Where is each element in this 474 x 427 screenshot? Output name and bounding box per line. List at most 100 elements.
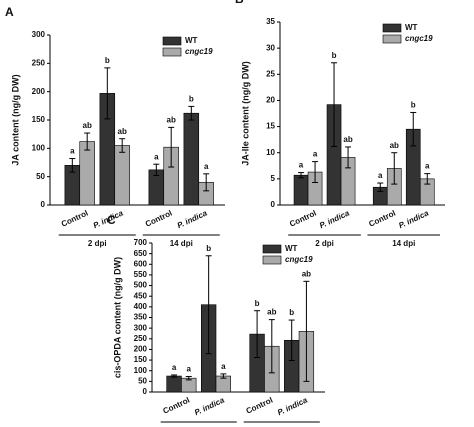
x-tick-label: P. indica [193, 395, 226, 417]
error-bar [119, 138, 126, 153]
y-tick-label: 0 [143, 387, 148, 396]
error-bar [268, 319, 275, 374]
error-bar [205, 255, 212, 355]
legend-swatch [382, 23, 402, 33]
significance-label: a [204, 162, 209, 171]
significance-label: b [105, 56, 110, 65]
y-tick-label: 0 [41, 200, 46, 209]
error-bar [168, 126, 175, 168]
significance-label: b [332, 51, 337, 60]
legend-swatch [162, 47, 182, 57]
error-bar [84, 132, 91, 151]
legend-label: cngc19 [185, 47, 213, 56]
y-tick-label: 200 [32, 87, 46, 96]
panel-letter: C [107, 213, 116, 227]
significance-label: a [425, 162, 430, 171]
panel-letter: A [5, 5, 14, 19]
significance-label: a [187, 365, 192, 374]
y-tick-label: 250 [134, 334, 148, 343]
y-tick-label: 100 [32, 143, 46, 152]
x-tick-label: P. indica [276, 395, 309, 417]
significance-label: a [154, 152, 159, 161]
error-bar [312, 161, 319, 184]
significance-label: a [299, 161, 304, 170]
error-bar [410, 111, 417, 147]
y-tick-label: 0 [271, 200, 276, 209]
y-axis-label: cis-OPDA content (ng/g DW) [112, 257, 122, 378]
error-bar [188, 105, 195, 121]
x-tick-label: P. indica [397, 208, 430, 230]
error-bar [298, 172, 305, 179]
bar [293, 174, 309, 206]
error-bar [185, 375, 192, 381]
group-label: 2 dpi [315, 239, 334, 248]
x-tick-label: Control [367, 209, 397, 229]
x-tick-label: Control [60, 209, 90, 229]
legend-label: cngc19 [405, 34, 433, 43]
significance-label: b [189, 95, 194, 104]
y-tick-label: 5 [271, 174, 276, 183]
bar [114, 145, 130, 206]
y-tick-label: 100 [134, 366, 148, 375]
significance-label: b [255, 299, 260, 308]
error-bar [220, 373, 227, 379]
y-tick-label: 650 [134, 249, 148, 258]
group-label: 2 dpi [88, 239, 107, 248]
y-tick-label: 300 [134, 323, 148, 332]
y-tick-label: 20 [266, 96, 275, 105]
y-tick-label: 35 [266, 17, 275, 26]
significance-label: a [70, 147, 75, 156]
significance-label: ab [118, 127, 127, 136]
error-bar [391, 152, 398, 185]
error-bar [303, 280, 310, 382]
y-tick-label: 500 [134, 281, 148, 290]
error-bar [69, 158, 76, 173]
x-tick-label: Control [162, 396, 192, 416]
significance-label: b [289, 308, 294, 317]
y-tick-label: 15 [266, 122, 275, 131]
y-tick-label: 250 [32, 58, 46, 67]
bar [79, 141, 95, 206]
y-tick-label: 150 [134, 355, 148, 364]
legend-swatch [262, 255, 282, 265]
error-bar [254, 310, 261, 359]
x-tick-label: Control [144, 209, 174, 229]
significance-label: ab [83, 121, 92, 130]
bar [183, 112, 200, 206]
y-tick-label: 300 [32, 30, 46, 39]
panel-letter: B [235, 0, 244, 6]
y-axis-label: JA content (ng/g DW) [10, 74, 20, 165]
y-tick-label: 400 [134, 302, 148, 311]
y-tick-label: 700 [134, 238, 148, 247]
error-bar [345, 146, 352, 169]
error-bar [153, 163, 160, 177]
error-bar [424, 173, 431, 185]
significance-label: b [206, 244, 211, 253]
x-tick-label: Control [245, 396, 275, 416]
group-label: 14 dpi [170, 239, 193, 248]
legend-swatch [382, 34, 402, 44]
legend-label: WT [185, 36, 198, 45]
group-label: 14 dpi [392, 239, 415, 248]
significance-label: ab [302, 269, 311, 278]
significance-label: ab [267, 308, 276, 317]
legend-swatch [162, 36, 182, 46]
significance-label: b [411, 101, 416, 110]
y-tick-label: 150 [32, 115, 46, 124]
legend-swatch [262, 244, 282, 254]
error-bar [171, 374, 178, 378]
legend-label: cngc19 [285, 255, 313, 264]
y-tick-label: 25 [266, 69, 275, 78]
significance-label: ab [390, 141, 399, 150]
bar [166, 375, 182, 393]
y-tick-label: 200 [134, 345, 148, 354]
error-bar [288, 319, 295, 361]
y-tick-label: 450 [134, 291, 148, 300]
significance-label: ab [167, 115, 176, 124]
significance-label: a [313, 150, 318, 159]
y-axis-label: JA-Ile content (ng/g DW) [240, 61, 250, 166]
y-tick-label: 350 [134, 313, 148, 322]
x-tick-label: P. indica [318, 208, 351, 230]
y-tick-label: 600 [134, 259, 148, 268]
